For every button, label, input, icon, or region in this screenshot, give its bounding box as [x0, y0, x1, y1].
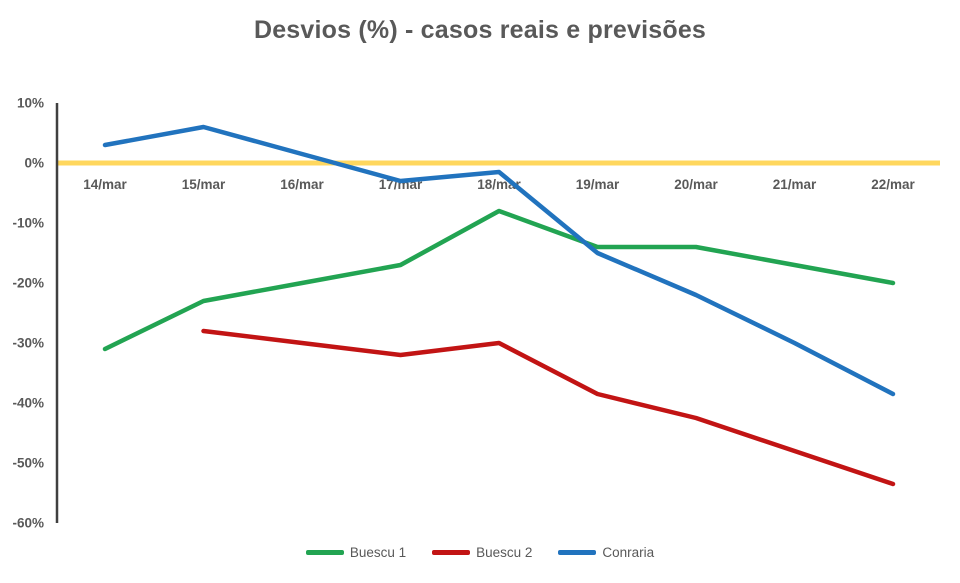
y-axis-tick-label: -60% [12, 516, 44, 531]
legend: Buescu 1 Buescu 2 Conraria [0, 545, 960, 560]
legend-swatch-line-icon [305, 550, 344, 555]
x-axis-tick-label: 16/mar [280, 177, 324, 192]
legend-item-conraria: Conraria [558, 545, 654, 560]
y-axis-tick-label: -50% [12, 456, 44, 471]
y-axis-tick-label: 10% [17, 96, 44, 111]
y-axis-tick-label: -10% [12, 216, 44, 231]
x-axis-tick-label: 15/mar [182, 177, 226, 192]
y-axis-tick-label: 0% [24, 156, 44, 171]
chart-title: Desvios (%) - casos reais e previsões [253, 16, 707, 44]
x-axis-tick-label: 22/mar [871, 177, 915, 192]
plot-area: 10% 0% -10% -20% -30% -40% -50% -60% 14/mar 15/ma… [12, 96, 940, 531]
y-axis-tick-label: -30% [12, 336, 44, 351]
x-axis-tick-label: 14/mar [83, 177, 127, 192]
legend-item-buescu-1: Buescu 1 [305, 545, 407, 560]
x-axis-tick-label: 19/mar [576, 177, 620, 192]
legend-swatch-line-icon [558, 550, 597, 555]
y-axis-tick-label: -20% [12, 276, 44, 291]
series-line-buescu-1 [102, 208, 896, 352]
legend-item-buescu-2: Buescu 2 [432, 545, 532, 560]
legend-label: Buescu 2 [476, 545, 533, 560]
series-line-buescu-2 [201, 328, 896, 487]
legend-label: Conraria [602, 545, 655, 560]
x-axis-tick-label: 21/mar [773, 177, 817, 192]
x-axis-tick-label: 20/mar [674, 177, 718, 192]
series-line-conraria [102, 124, 896, 397]
y-axis-tick-label: -40% [12, 396, 44, 411]
legend-label: Buescu 1 [349, 545, 407, 560]
legend-swatch-line-icon [432, 550, 471, 555]
